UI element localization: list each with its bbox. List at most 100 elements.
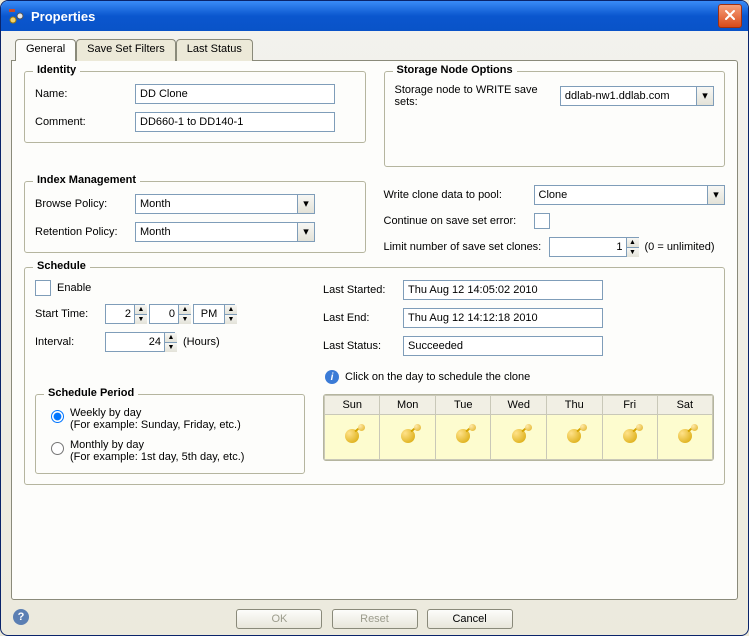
day-cell-wed[interactable] [491,415,547,460]
label-weekly-hint: (For example: Sunday, Friday, etc.) [70,419,241,431]
day-header: Sat [657,396,712,415]
continue-error-checkbox[interactable] [534,213,550,229]
schedule-day-icon [678,429,692,443]
day-cell-sat[interactable] [657,415,712,460]
schedule-day-icon [512,429,526,443]
chevron-down-icon: ▾ [696,87,713,105]
spin-up-icon[interactable]: ▲ [627,238,639,248]
last-started-value [403,280,603,300]
day-header: Mon [380,396,436,415]
close-button[interactable] [718,4,742,28]
legend-schedule-period: Schedule Period [44,387,138,399]
label-last-started: Last Started: [323,284,403,296]
label-interval-unit: (Hours) [183,336,220,348]
tab-general-label: General [26,43,65,55]
chevron-down-icon: ▾ [707,186,724,204]
spin-up-icon[interactable]: ▲ [179,305,191,315]
ok-button[interactable]: OK [236,609,322,629]
tab-laststatus-label: Last Status [187,43,242,55]
cancel-button[interactable]: Cancel [427,609,513,629]
day-cell-thu[interactable] [547,415,602,460]
label-last-end: Last End: [323,312,403,324]
day-cell-mon[interactable] [380,415,436,460]
group-schedule: Schedule Enable Start Time: ▲▼ [24,267,725,485]
spin-down-icon[interactable]: ▼ [627,248,639,257]
retention-policy-select[interactable]: Month ▾ [135,222,315,242]
group-schedule-period: Schedule Period Weekly by day (For examp… [35,394,305,474]
label-interval: Interval: [35,336,105,348]
enable-checkbox[interactable] [35,280,51,296]
chevron-down-icon: ▾ [297,195,314,213]
last-status-value [403,336,603,356]
tab-save-set-filters[interactable]: Save Set Filters [76,39,176,61]
label-browse-policy: Browse Policy: [35,198,135,210]
label-limit-clones: Limit number of save set clones: [384,241,549,253]
legend-storage-node: Storage Node Options [393,64,517,76]
storage-write-select[interactable]: ddlab-nw1.ddlab.com ▾ [560,86,714,106]
spin-down-icon[interactable]: ▼ [165,343,177,352]
limit-clones-spin[interactable]: ▲▼ [549,237,639,257]
schedule-day-icon [567,429,581,443]
browse-policy-select[interactable]: Month ▾ [135,194,315,214]
app-icon [7,7,25,25]
client-area: General Save Set Filters Last Status Ide… [1,31,748,635]
day-header: Wed [491,396,547,415]
write-pool-value: Clone [539,189,568,201]
properties-window: Properties General Save Set Filters Last… [0,0,749,636]
start-min-input[interactable] [150,305,178,323]
day-grid: Sun Mon Tue Wed Thu Fri Sat [323,394,714,461]
day-cell-fri[interactable] [602,415,657,460]
name-input[interactable] [135,84,335,104]
tab-savesetfilters-label: Save Set Filters [87,43,165,55]
legend-identity: Identity [33,64,80,76]
label-last-status: Last Status: [323,340,403,352]
label-continue-error: Continue on save set error: [384,215,534,227]
tab-strip: General Save Set Filters Last Status [11,39,738,61]
label-enable: Enable [57,282,91,294]
reset-button[interactable]: Reset [332,609,418,629]
start-min-spin[interactable]: ▲▼ [149,304,189,324]
radio-weekly[interactable] [51,410,64,423]
interval-input[interactable] [106,333,164,351]
start-hour-spin[interactable]: ▲▼ [105,304,145,324]
label-retention-policy: Retention Policy: [35,226,135,238]
label-write-pool: Write clone data to pool: [384,189,534,201]
spin-down-icon[interactable]: ▼ [135,315,147,324]
interval-spin[interactable]: ▲▼ [105,332,175,352]
day-header: Fri [602,396,657,415]
ampm-input[interactable] [194,305,224,323]
limit-clones-input[interactable] [550,238,626,256]
group-identity: Identity Name: Comment: [24,71,366,143]
retention-policy-value: Month [140,226,171,238]
spin-down-icon[interactable]: ▼ [225,315,237,324]
titlebar: Properties [1,1,748,31]
radio-monthly[interactable] [51,442,64,455]
info-icon: i [325,370,339,384]
write-pool-select[interactable]: Clone ▾ [534,185,726,205]
label-limit-hint: (0 = unlimited) [645,241,715,253]
schedule-day-icon [456,429,470,443]
legend-schedule: Schedule [33,260,90,272]
storage-write-value: ddlab-nw1.ddlab.com [565,90,670,102]
day-cell-sun[interactable] [325,415,380,460]
close-icon [724,8,736,24]
ampm-spin[interactable]: ▲▼ [193,304,235,324]
last-end-value [403,308,603,328]
comment-input[interactable] [135,112,335,132]
spin-up-icon[interactable]: ▲ [225,305,237,315]
spin-up-icon[interactable]: ▲ [135,305,147,315]
label-comment: Comment: [35,116,135,128]
start-hour-input[interactable] [106,305,134,323]
label-monthly-hint: (For example: 1st day, 5th day, etc.) [70,451,244,463]
spin-down-icon[interactable]: ▼ [179,315,191,324]
schedule-day-icon [345,429,359,443]
day-cell-tue[interactable] [436,415,491,460]
schedule-day-icon [623,429,637,443]
label-info-text: Click on the day to schedule the clone [345,371,530,383]
spin-up-icon[interactable]: ▲ [165,333,177,343]
tab-last-status[interactable]: Last Status [176,39,253,61]
window-title: Properties [31,9,718,24]
tab-general[interactable]: General [15,39,76,61]
schedule-day-icon [401,429,415,443]
group-index-management: Index Management Browse Policy: Month ▾ … [24,181,366,253]
